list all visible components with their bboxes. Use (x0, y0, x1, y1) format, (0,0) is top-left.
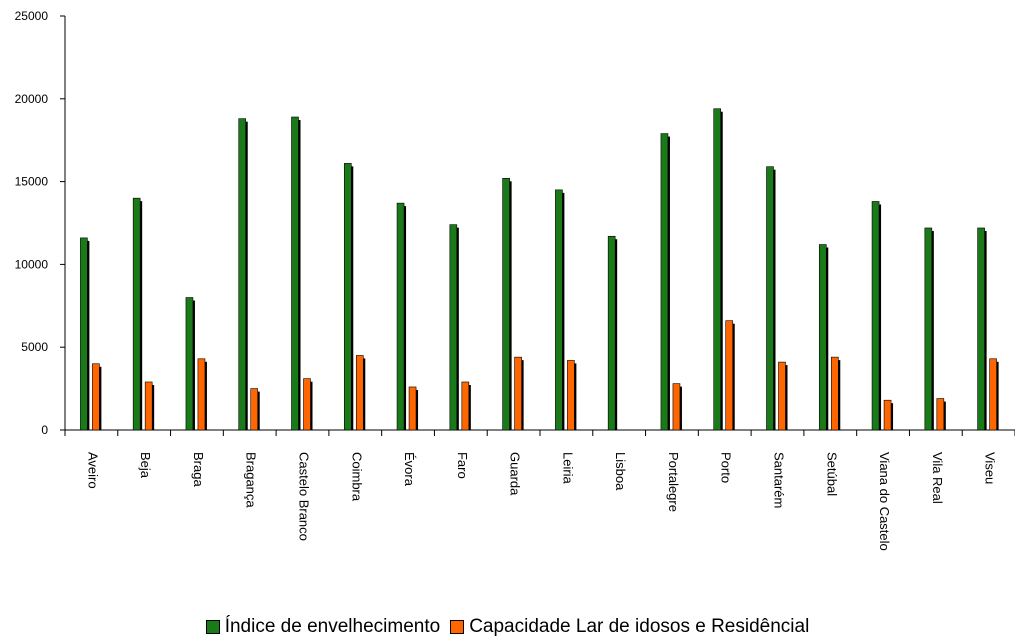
x-tick-label: Braga (191, 452, 206, 487)
bar-capacidade (92, 363, 100, 431)
bar-indice (660, 133, 669, 431)
x-tick-label: Leiria (560, 452, 575, 485)
bar-indice (291, 116, 299, 431)
x-tick-label: Porto (719, 452, 734, 483)
bar-capacidade (672, 383, 681, 431)
x-tick-label: Viseu (983, 452, 998, 484)
x-tick-label: Faro (455, 452, 470, 479)
bar-capacidade (144, 381, 153, 431)
bars (80, 108, 999, 431)
axes: 0 5000 10000 15000 20000 25000 (15, 9, 1015, 437)
bar-indice (502, 177, 510, 431)
legend-label-series-1: Índice de envelhecimento (224, 616, 441, 637)
legend-swatch-series-2 (450, 620, 465, 634)
legend-label-series-2: Capacidade Lar de idosos e Residêncial (469, 616, 810, 637)
bar-capacidade (567, 360, 575, 431)
bar-capacidade (883, 399, 892, 431)
bar-capacidade (461, 381, 470, 431)
bar-indice (185, 297, 194, 431)
bar-indice (238, 118, 247, 431)
bar-indice (924, 227, 933, 431)
bar-capacidade (250, 388, 259, 431)
y-tick-label: 15000 (15, 175, 49, 189)
x-tick-label: Bragança (244, 452, 259, 508)
x-tick-label: Viana do Castelo (877, 452, 892, 551)
bar-indice (977, 227, 985, 431)
bar-capacidade (830, 356, 839, 431)
y-tick-label: 25000 (15, 9, 49, 23)
legend-item-series-1: Índice de envelhecimento (205, 616, 441, 638)
x-tick-label: Santarém (772, 452, 787, 508)
x-tick-label: Setúbal (824, 452, 839, 496)
legend-item-series-2: Capacidade Lar de idosos e Residêncial (450, 616, 809, 638)
bar-capacidade (355, 355, 364, 431)
bar-indice (766, 166, 774, 431)
y-tick-label: 0 (41, 423, 48, 437)
y-tick-label: 20000 (15, 92, 49, 106)
y-tick-label: 5000 (21, 340, 48, 354)
x-tick-label: Portalegre (666, 452, 681, 512)
bar-capacidade (936, 398, 945, 431)
bar-indice (871, 201, 880, 431)
bar-indice (607, 235, 616, 431)
bar-capacidade (989, 358, 997, 431)
bar-capacidade (303, 378, 311, 431)
x-tick-label: Aveiro (85, 452, 100, 489)
x-tick-label: Lisboa (613, 452, 628, 491)
x-tick-label: Guarda (508, 452, 523, 496)
x-tick-label: Évora (402, 452, 417, 487)
legend: Índice de envelhecimento Capacidade Lar … (0, 616, 1015, 638)
bar-indice (80, 237, 88, 431)
bar-indice (818, 244, 827, 431)
bar-indice (713, 108, 722, 431)
bar-capacidade (778, 361, 786, 431)
bar-indice (555, 189, 563, 431)
labels: Aveiro Beja Braga Bragança Castelo Branco Coi… (85, 452, 997, 551)
bar-capacidade (408, 386, 417, 431)
legend-swatch-series-1 (205, 620, 220, 634)
y-tick-label: 10000 (15, 257, 49, 271)
x-tick-label: Vila Real (930, 452, 945, 504)
x-tick-label: Castelo Branco (297, 452, 312, 541)
bar-capacidade (514, 356, 522, 431)
bar-indice (449, 224, 458, 431)
bar-indice (132, 197, 141, 431)
bar-indice (343, 163, 352, 431)
bar-indice (396, 202, 405, 431)
bar-capacidade (197, 358, 206, 431)
chart: 0 5000 10000 15000 20000 25000 Aveiro Beja Brag… (15, 9, 1015, 551)
x-tick-label: Coimbra (349, 452, 364, 502)
bar-capacidade (725, 320, 734, 431)
x-tick-label: Beja (138, 452, 153, 479)
